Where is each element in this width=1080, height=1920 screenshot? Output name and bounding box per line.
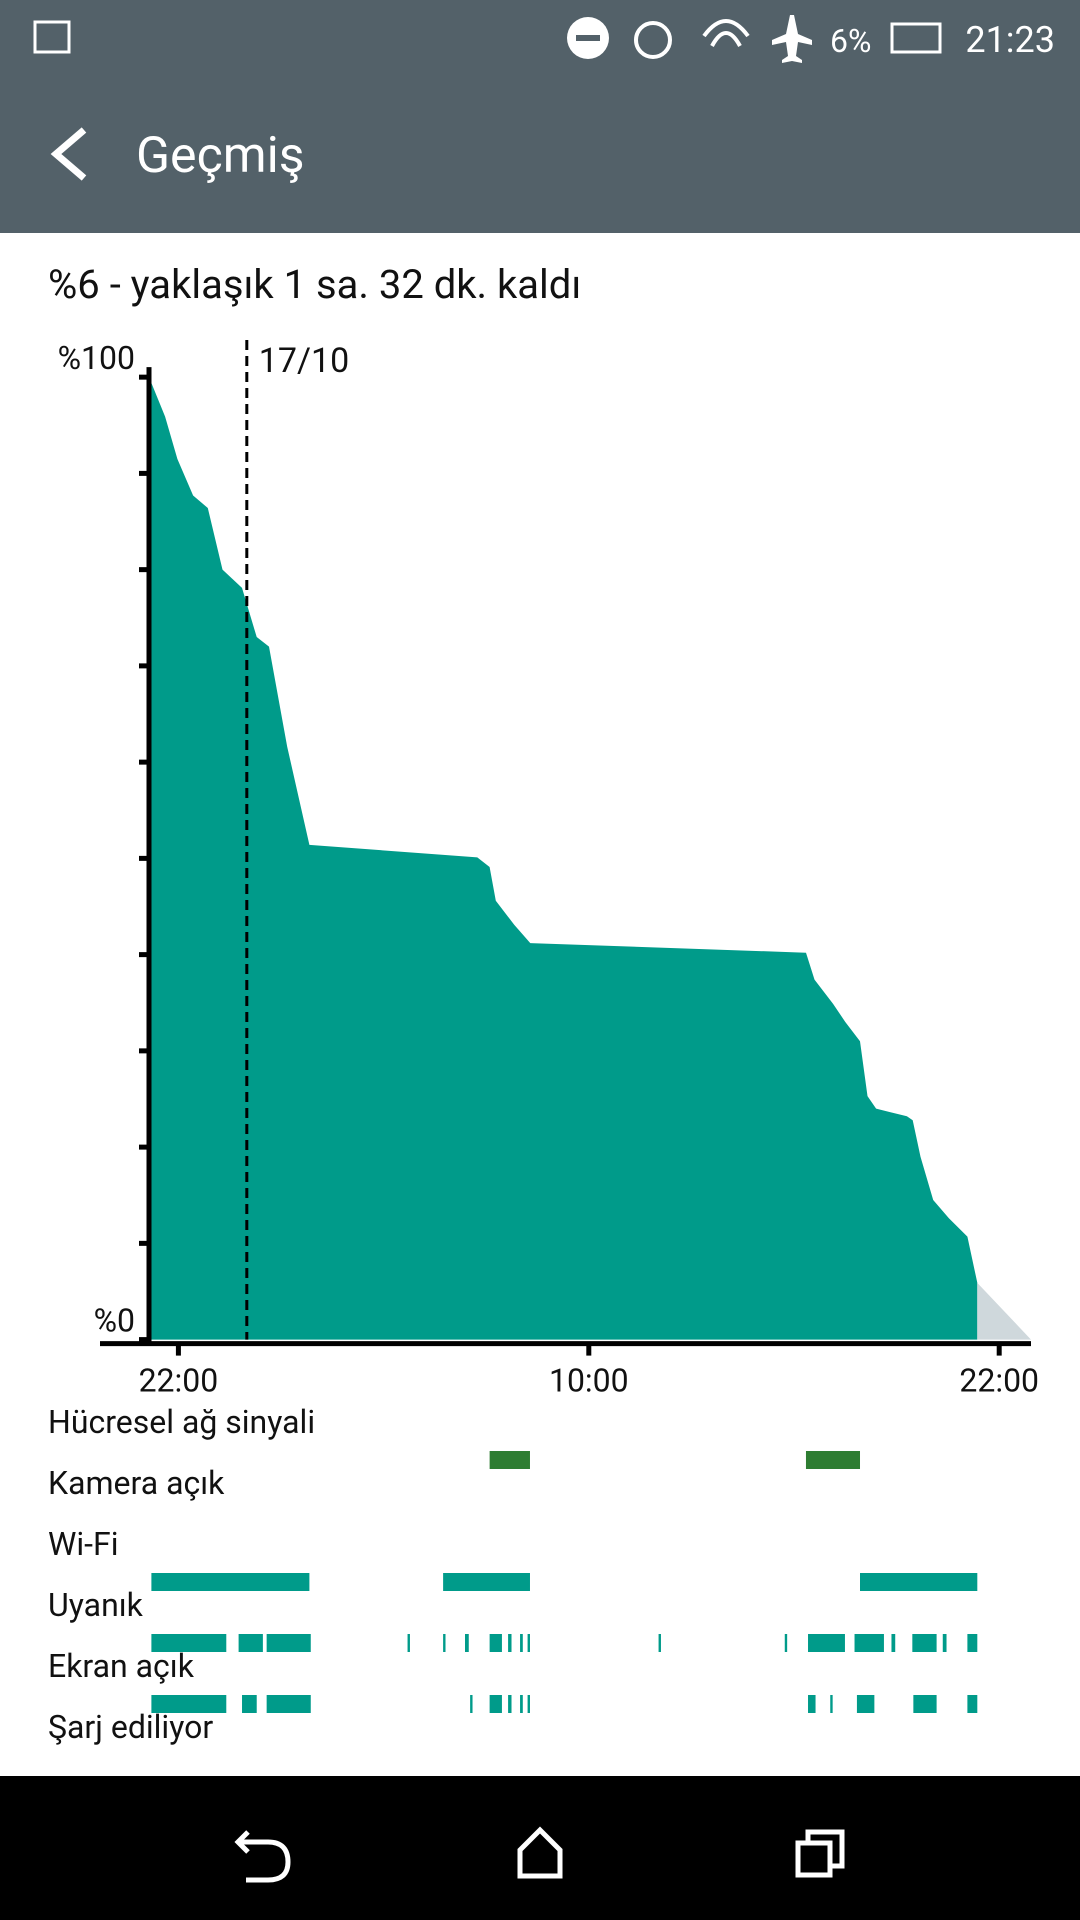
activity-segment <box>489 1634 502 1652</box>
projection <box>977 1282 1031 1340</box>
x-tick-label: 22:00 <box>959 1362 1039 1400</box>
nav-home[interactable] <box>517 1826 563 1879</box>
clock: 21:23 <box>965 19 1055 61</box>
activity-segment <box>967 1634 978 1652</box>
activity-segment <box>856 1695 875 1713</box>
activity-segment <box>508 1695 512 1713</box>
battery-area <box>149 377 978 1340</box>
nav-bar <box>0 1776 1080 1920</box>
activity-segment <box>443 1634 446 1652</box>
activity-segment <box>465 1634 469 1652</box>
gallery-icon <box>33 20 71 54</box>
nav-back[interactable] <box>234 1830 291 1883</box>
activity-label: Ekran açık <box>48 1647 195 1685</box>
activity-segment <box>784 1634 788 1652</box>
back-button[interactable] <box>50 127 87 181</box>
date-marker-label: 17/10 <box>259 341 349 381</box>
activity-segment <box>238 1634 263 1652</box>
activity-segment <box>470 1695 473 1713</box>
dnd-bar <box>576 35 600 41</box>
app-bar <box>0 0 1080 233</box>
activity-label: Şarj ediliyor <box>48 1708 213 1746</box>
activity-segment <box>151 1634 227 1652</box>
activity-segment <box>266 1695 311 1713</box>
x-tick-label: 22:00 <box>139 1362 219 1400</box>
y-tick-label: %100 <box>58 339 135 377</box>
activity-segment <box>489 1451 530 1469</box>
activity-segment <box>913 1695 937 1713</box>
activity-segment <box>242 1695 257 1713</box>
alarm-icon <box>634 21 672 59</box>
activity-segment <box>527 1634 530 1652</box>
activity-segment <box>658 1634 661 1652</box>
activity-label: Hücresel ağ sinyali <box>48 1403 315 1441</box>
wifi-icon <box>702 19 750 47</box>
activity-segment <box>443 1573 530 1591</box>
activity-segment <box>942 1634 947 1652</box>
nav-recents[interactable] <box>795 1829 845 1878</box>
activity-segment <box>912 1634 937 1652</box>
page-title: Geçmiş <box>136 127 305 185</box>
activity-segment <box>489 1695 502 1713</box>
activity-segment <box>527 1695 530 1713</box>
x-tick-label: 10:00 <box>549 1362 629 1400</box>
activity-segment <box>520 1695 523 1713</box>
activity-label: Wi-Fi <box>48 1525 118 1563</box>
activity-segment <box>151 1695 227 1713</box>
activity-label: Kamera açık <box>48 1464 225 1502</box>
activity-segment <box>967 1695 978 1713</box>
activity-segment <box>266 1634 311 1652</box>
activity-segment <box>508 1634 512 1652</box>
activity-segment <box>151 1573 310 1591</box>
activity-label: Uyanık <box>48 1586 144 1624</box>
activity-segment <box>808 1695 816 1713</box>
activity-segment <box>805 1451 861 1469</box>
battery-percent: 6% <box>830 22 871 60</box>
airplane-icon <box>772 15 812 63</box>
activity-segment <box>808 1634 845 1652</box>
activity-segment <box>891 1634 896 1652</box>
activity-segment <box>854 1634 884 1652</box>
activity-segment <box>830 1695 833 1713</box>
y-tick-label: %0 <box>94 1302 135 1340</box>
battery-icon <box>890 22 942 54</box>
activity-segment <box>407 1634 410 1652</box>
summary: %6 - yaklaşık 1 sa. 32 dk. kaldı <box>48 261 581 308</box>
activity-segment <box>520 1634 523 1652</box>
activity-segment <box>860 1573 978 1591</box>
